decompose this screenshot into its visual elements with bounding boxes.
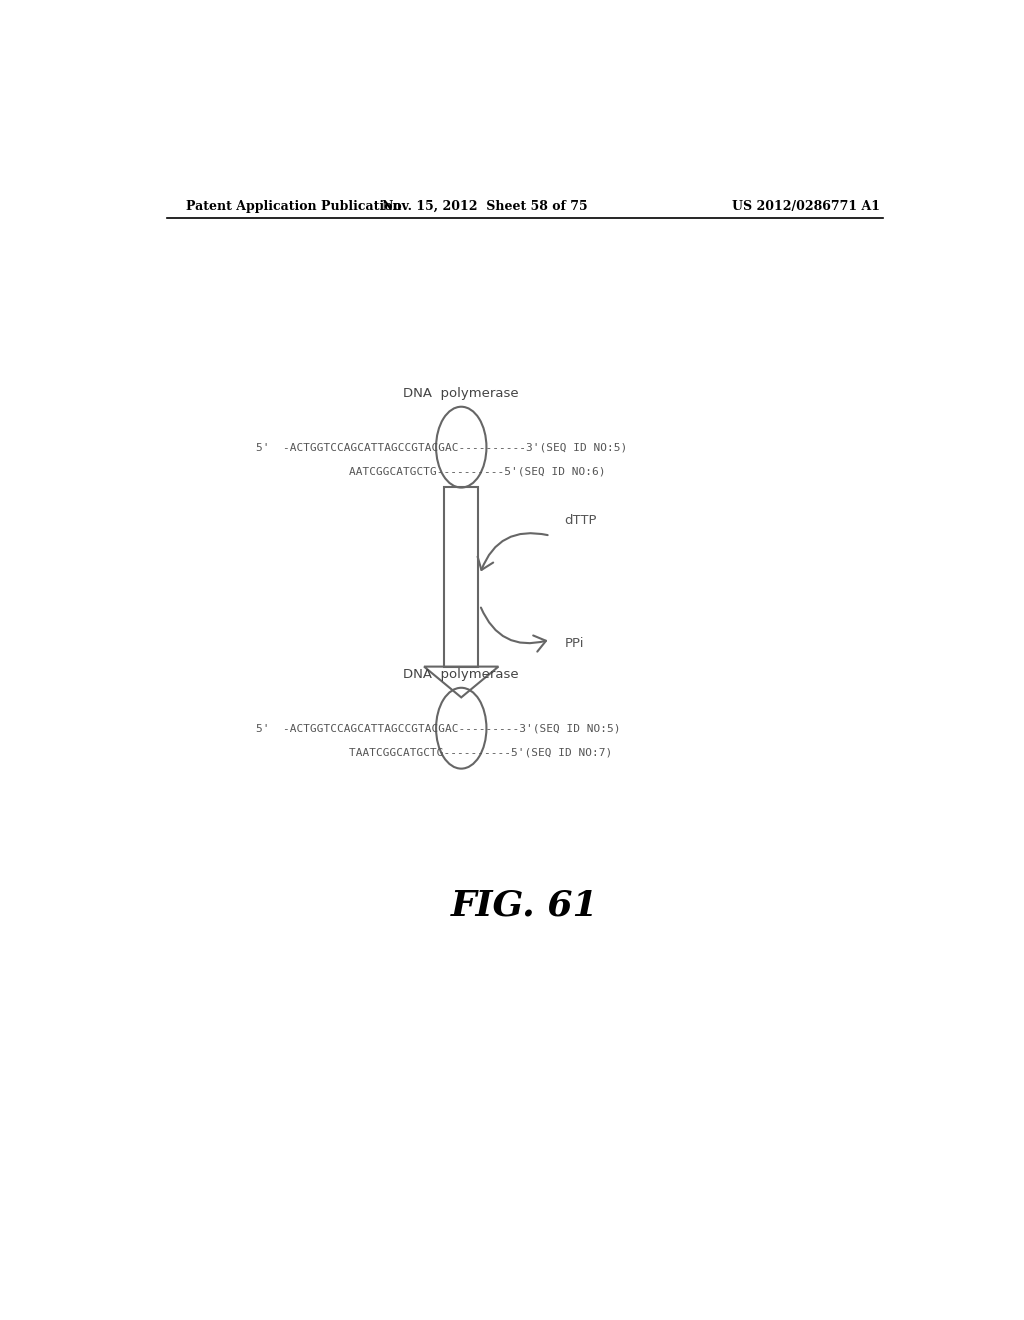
Text: DNA  polymerase: DNA polymerase [403, 387, 519, 400]
Text: PPi: PPi [564, 638, 584, 649]
Text: Nov. 15, 2012  Sheet 58 of 75: Nov. 15, 2012 Sheet 58 of 75 [382, 199, 588, 213]
Text: DNA  polymerase: DNA polymerase [403, 668, 519, 681]
Text: Patent Application Publication: Patent Application Publication [186, 199, 401, 213]
Text: 5'  -ACTGGTCCAGCATTAGCCGTACGAC----------3'(SEQ ID NO:5): 5' -ACTGGTCCAGCATTAGCCGTACGAC----------3… [256, 442, 627, 453]
Text: TAATCGGCATGCTG----------5'(SEQ ID NO:7): TAATCGGCATGCTG----------5'(SEQ ID NO:7) [349, 748, 612, 758]
Text: dTTP: dTTP [564, 513, 597, 527]
FancyArrowPatch shape [477, 533, 548, 570]
Text: FIG. 61: FIG. 61 [451, 888, 599, 923]
FancyArrowPatch shape [481, 607, 546, 652]
Text: AATCGGCATGCTG----------5'(SEQ ID NO:6): AATCGGCATGCTG----------5'(SEQ ID NO:6) [349, 467, 605, 477]
Text: 5'  -ACTGGTCCAGCATTAGCCGTACGAC---------3'(SEQ ID NO:5): 5' -ACTGGTCCAGCATTAGCCGTACGAC---------3'… [256, 723, 621, 733]
Text: US 2012/0286771 A1: US 2012/0286771 A1 [732, 199, 880, 213]
